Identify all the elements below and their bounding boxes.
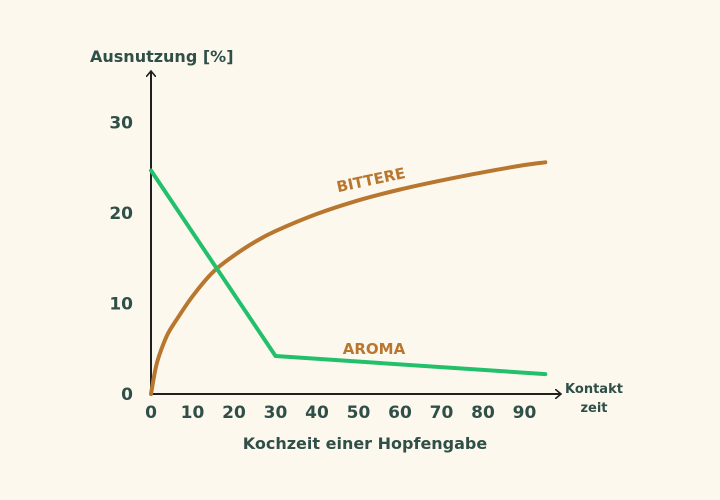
series-line-bittere (149, 160, 548, 396)
series-label-aroma: AROMA (343, 340, 406, 358)
x-tick-label: 10 (181, 403, 205, 423)
x-tick-label: 70 (430, 403, 454, 423)
x-tick-label: 80 (471, 403, 495, 423)
x-axis-title: Kochzeit einer Hopfengabe (243, 434, 488, 453)
x-tick-label: 60 (388, 403, 412, 423)
x-tick-label: 50 (347, 403, 371, 423)
series-lines (149, 160, 548, 396)
x-axis-end-label-line1: Kontakt (565, 382, 623, 397)
y-tick-label: 30 (109, 114, 133, 134)
y-tick-label: 0 (121, 385, 133, 405)
x-tick-label: 40 (305, 403, 329, 423)
tick-labels: 0 10 20 30 40 50 60 70 80 90 0 10 20 30 (109, 114, 536, 424)
x-axis-end-label-line2: zeit (580, 401, 607, 416)
x-tick-label: 20 (222, 403, 246, 423)
y-axis-title: Ausnutzung [%] (90, 47, 234, 66)
x-tick-label: 0 (145, 403, 157, 423)
x-tick-label: 90 (513, 403, 537, 423)
series-line-aroma (149, 168, 548, 377)
axes (151, 72, 560, 394)
x-tick-label: 30 (264, 403, 288, 423)
y-tick-label: 10 (109, 295, 133, 315)
y-tick-label: 20 (109, 204, 133, 224)
